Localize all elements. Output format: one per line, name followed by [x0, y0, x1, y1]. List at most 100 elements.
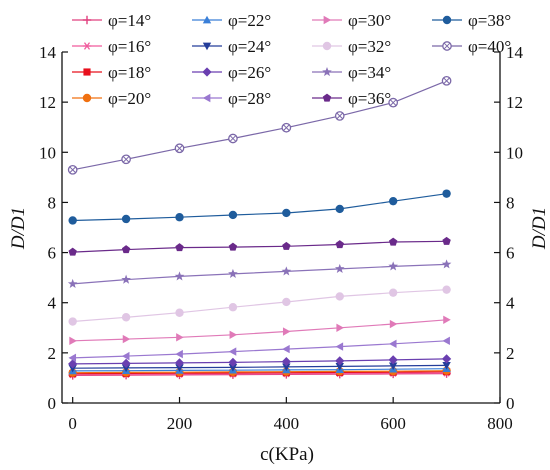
data-point	[281, 357, 291, 367]
data-point	[176, 333, 184, 342]
series-line	[72, 373, 447, 376]
series-10	[67, 259, 452, 288]
data-point	[388, 97, 399, 108]
legend-label: φ=22°	[228, 11, 271, 30]
legend-item: φ=38°	[432, 11, 511, 30]
data-point	[388, 288, 398, 297]
data-point	[282, 297, 291, 307]
y-tick-label-left: 14	[39, 43, 57, 62]
legend-item: φ=14°	[72, 11, 151, 30]
data-point	[121, 364, 131, 373]
data-point	[389, 319, 398, 329]
data-point	[228, 133, 238, 144]
series-13	[67, 75, 452, 175]
data-point	[388, 339, 397, 349]
data-point	[388, 355, 398, 365]
series-line	[72, 358, 447, 365]
series-line	[72, 319, 447, 342]
legend-item: φ=28°	[192, 89, 271, 108]
legend-label: φ=18°	[108, 63, 151, 82]
data-point	[121, 313, 131, 322]
y-tick-label-right: 2	[506, 344, 515, 363]
legend-label: φ=30°	[348, 11, 391, 30]
data-point	[228, 242, 238, 251]
data-point	[68, 359, 78, 369]
series-line	[72, 193, 447, 222]
data-point	[174, 358, 185, 368]
legend-marker	[442, 41, 452, 51]
data-point	[69, 336, 77, 346]
legend-marker	[442, 15, 452, 25]
data-point	[175, 308, 184, 317]
data-point	[388, 237, 398, 246]
series-line	[72, 240, 447, 253]
data-point	[68, 364, 77, 373]
data-point	[229, 330, 238, 340]
y-tick-label-left: 4	[48, 294, 57, 313]
series-line	[72, 371, 447, 375]
legend-item: φ=16°	[72, 37, 151, 56]
data-point	[335, 240, 344, 249]
data-point	[442, 285, 451, 294]
data-point	[174, 271, 185, 281]
data-point	[121, 214, 131, 224]
legend-item: φ=36°	[312, 89, 391, 108]
data-point	[67, 278, 78, 288]
legend-marker	[322, 93, 332, 102]
series-line	[72, 80, 447, 171]
y-axis-title-left: D/D1	[8, 207, 29, 250]
data-point	[68, 216, 77, 225]
legend-item: φ=20°	[72, 89, 151, 108]
legend-item: φ=22°	[192, 11, 271, 30]
x-tick-label: 200	[167, 414, 193, 433]
y-tick-label-left: 0	[48, 394, 57, 413]
y-tick-label-right: 14	[506, 43, 524, 62]
series-line	[72, 370, 447, 374]
legend-marker	[82, 93, 92, 103]
legend-label: φ=34°	[348, 63, 391, 82]
legend-marker	[202, 42, 212, 51]
series-line	[72, 368, 447, 372]
data-point	[334, 111, 345, 121]
series-group	[67, 75, 452, 380]
series-line	[72, 340, 447, 359]
series-line	[72, 263, 447, 285]
data-point	[281, 122, 292, 133]
x-tick-label: 800	[487, 414, 513, 433]
legend-label: φ=26°	[228, 63, 271, 82]
series-line	[72, 372, 447, 376]
series-11	[68, 236, 451, 256]
legend-label: φ=16°	[108, 37, 151, 56]
legend-label: φ=20°	[108, 89, 151, 108]
y-tick-label-left: 6	[48, 244, 57, 263]
data-point	[121, 245, 131, 254]
legend-label: φ=24°	[228, 37, 271, 56]
data-point	[282, 327, 291, 336]
data-point	[228, 210, 238, 220]
legend-marker	[322, 66, 332, 77]
data-point	[441, 354, 452, 364]
data-point	[228, 357, 238, 368]
y-axis-title-right: D/D1	[529, 207, 550, 250]
legend-item: φ=40°	[432, 37, 511, 56]
legend-item: φ=30°	[312, 11, 391, 30]
data-point	[281, 266, 292, 276]
series-6	[68, 354, 452, 369]
data-point	[443, 315, 451, 324]
legend-item: φ=26°	[192, 63, 271, 82]
data-point	[175, 364, 184, 372]
legend-item: φ=34°	[312, 63, 391, 82]
legend-label: φ=38°	[468, 11, 511, 30]
legend-label: φ=28°	[228, 89, 271, 108]
x-tick-label: 600	[380, 414, 406, 433]
data-point	[388, 362, 398, 371]
legend-marker	[83, 68, 91, 76]
data-point	[336, 323, 344, 332]
y-tick-label-left: 2	[48, 344, 57, 363]
data-point	[335, 342, 344, 351]
y-tick-label-left: 8	[48, 193, 57, 212]
data-point	[334, 263, 345, 273]
